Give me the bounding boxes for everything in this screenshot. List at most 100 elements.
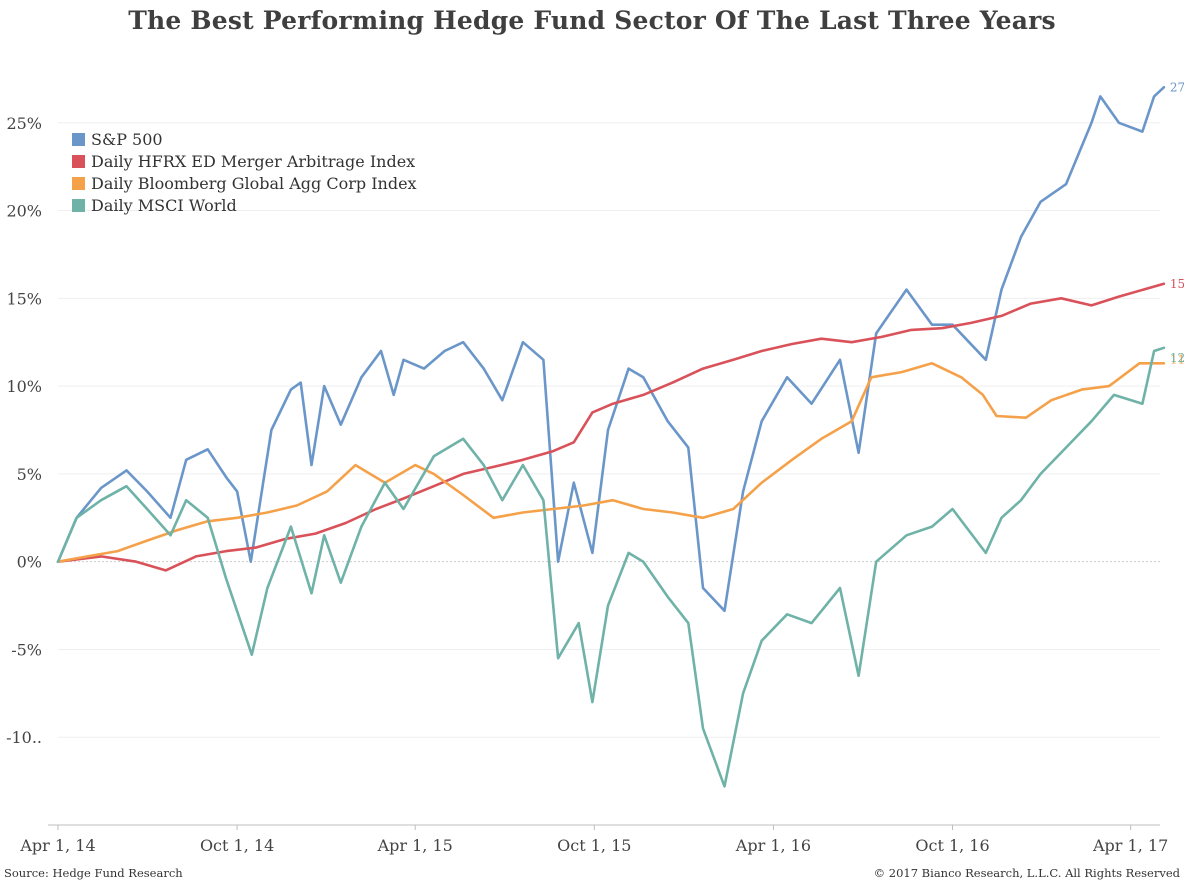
end-label: 11.30%: [1170, 352, 1184, 366]
series-point: [501, 399, 504, 402]
series-point: [492, 517, 495, 519]
y-tick-label: 15%: [6, 289, 42, 308]
series-point: [557, 560, 559, 563]
series-point: [905, 288, 908, 291]
series-point: [850, 341, 853, 344]
series-point: [1153, 95, 1155, 98]
series-point: [642, 508, 645, 510]
series-point: [254, 546, 257, 549]
series-point: [931, 525, 933, 528]
series-point: [423, 367, 425, 370]
series-point: [760, 639, 763, 642]
series-point: [642, 376, 645, 379]
end-label: 15.83%: [1170, 277, 1184, 291]
series-point: [857, 675, 860, 677]
series-point: [875, 332, 877, 335]
series-point: [1163, 347, 1165, 349]
legend-item: Daily HFRX ED Merger Arbitrage Index: [72, 150, 417, 172]
series-point: [591, 411, 594, 414]
series-point: [125, 485, 128, 488]
series-point: [125, 469, 128, 472]
series-point: [732, 359, 735, 361]
series-point: [627, 367, 630, 370]
series-point: [671, 381, 674, 384]
series-point: [1138, 362, 1141, 365]
series-point: [433, 485, 435, 488]
series-point: [985, 552, 987, 554]
y-tick-label: 25%: [6, 114, 42, 133]
series-point: [910, 329, 913, 331]
series-point: [1118, 295, 1120, 298]
x-tick-label: Oct 1, 14: [200, 836, 274, 855]
series-point: [1163, 362, 1165, 365]
series-point: [169, 534, 172, 537]
series-point: [169, 517, 172, 519]
series-point: [482, 367, 485, 370]
series-point: [86, 555, 89, 558]
series-point: [1163, 86, 1165, 89]
legend-swatch: [72, 132, 85, 146]
series-point: [384, 481, 386, 484]
series-point: [1020, 499, 1022, 502]
series-point: [501, 499, 504, 502]
series-point: [1065, 183, 1067, 185]
series-point: [573, 441, 575, 444]
legend-item: Daily MSCI World: [72, 194, 417, 216]
series-point: [323, 385, 326, 387]
series-point: [100, 499, 102, 502]
series-point: [296, 504, 298, 507]
series-point: [870, 376, 873, 379]
series-point: [1153, 350, 1155, 352]
series-point: [314, 532, 317, 535]
series-point: [857, 452, 860, 454]
series-point: [522, 464, 524, 466]
series-point: [542, 499, 545, 502]
series-point: [433, 455, 435, 458]
series-point: [557, 657, 559, 659]
y-tick-label: 10%: [6, 377, 42, 396]
series-point: [1090, 122, 1093, 124]
series-point: [206, 448, 209, 451]
series-point: [1039, 473, 1042, 475]
series-point: [195, 555, 197, 558]
series-point: [742, 490, 744, 493]
series-point: [666, 596, 669, 598]
series-point: [135, 560, 138, 563]
series-point: [380, 350, 382, 352]
copyright-note: © 2017 Bianco Research, L.L.C. All Right…: [873, 866, 1180, 880]
series-point: [360, 525, 363, 528]
series-point: [266, 511, 269, 514]
series-point: [402, 497, 405, 500]
series-line-3: [56, 346, 1166, 788]
series-point: [612, 499, 614, 502]
series-point: [985, 359, 987, 361]
series-point: [299, 381, 302, 384]
series-point: [875, 560, 877, 563]
legend-label: Daily Bloomberg Global Agg Corp Index: [91, 173, 417, 193]
series-point: [146, 539, 148, 542]
series-point: [591, 552, 594, 554]
series-point: [702, 727, 704, 730]
series-point: [462, 494, 465, 496]
series-point: [206, 517, 209, 519]
series-point: [57, 560, 59, 563]
series-point: [392, 394, 395, 396]
legend-swatch: [72, 198, 85, 212]
gridlines: [58, 122, 1160, 738]
series-point: [1080, 388, 1083, 391]
y-axis: 25% 20% 15% 10% 5% 0% -5% -10..: [6, 114, 42, 747]
series-point: [786, 376, 788, 379]
series-point: [1108, 385, 1110, 387]
series-point: [323, 534, 326, 537]
series-point: [146, 490, 148, 493]
series-point: [791, 343, 793, 345]
series-point: [482, 464, 485, 466]
series-point: [671, 511, 674, 514]
series-point: [839, 587, 841, 589]
series-point: [164, 569, 167, 572]
series-point: [75, 517, 78, 519]
series-point: [642, 394, 645, 396]
series-group: [56, 86, 1166, 788]
series-point: [236, 517, 238, 519]
end-label: 12.18%: [1170, 351, 1184, 365]
